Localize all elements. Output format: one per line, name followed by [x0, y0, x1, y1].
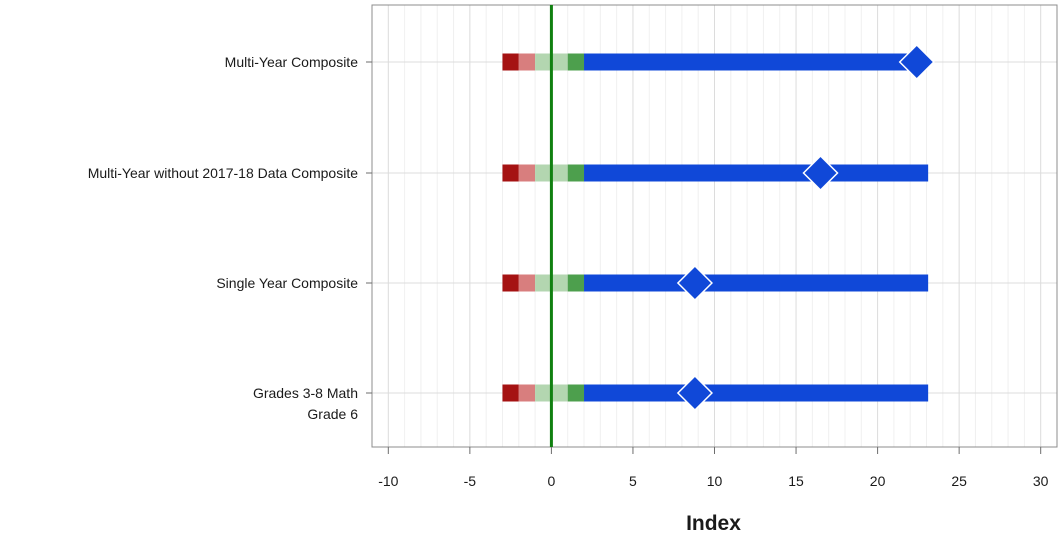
category-label: Single Year Composite	[216, 275, 358, 291]
category-label: Multi-Year Composite	[225, 54, 359, 70]
index-bar	[584, 164, 929, 182]
x-tick-label: 20	[870, 473, 886, 489]
x-tick-label: 5	[629, 473, 637, 489]
index-bar	[584, 384, 929, 402]
y-axis: Multi-Year Composite Multi-Year without 2…	[88, 54, 372, 422]
category-label: Grades 3-8 Math	[253, 385, 358, 401]
indicator-band	[567, 384, 585, 402]
index-marker	[802, 154, 839, 192]
x-tick-label: 25	[951, 473, 967, 489]
indicator-band	[502, 274, 519, 292]
x-axis-title: Index	[686, 512, 741, 535]
category-label: Multi-Year without 2017-18 Data Composit…	[88, 165, 359, 181]
x-axis: -10 -5 0 5 10 15 20 25 30	[378, 447, 1049, 489]
indicator-bars	[502, 53, 929, 402]
index-marker	[898, 43, 935, 81]
index-bar	[584, 53, 917, 71]
index-bar	[584, 274, 929, 292]
index-markers	[676, 43, 935, 412]
x-tick-label: -10	[378, 473, 398, 489]
index-marker	[676, 374, 713, 412]
indicator-band	[518, 53, 536, 71]
indicator-band	[567, 53, 585, 71]
x-tick-label: -5	[464, 473, 477, 489]
indicator-band	[518, 384, 536, 402]
x-tick-label: 10	[707, 473, 723, 489]
indicator-band	[502, 164, 519, 182]
x-tick-label: 0	[548, 473, 556, 489]
category-label: Grade 6	[307, 406, 358, 422]
grid	[371, 5, 1058, 447]
indicator-band	[567, 274, 585, 292]
x-tick-label: 30	[1033, 473, 1049, 489]
indicator-band	[518, 274, 536, 292]
x-tick-label: 15	[788, 473, 804, 489]
indicator-band	[502, 53, 519, 71]
indicator-band	[518, 164, 536, 182]
index-marker	[676, 264, 713, 302]
indicator-band	[567, 164, 585, 182]
indicator-band	[502, 384, 519, 402]
